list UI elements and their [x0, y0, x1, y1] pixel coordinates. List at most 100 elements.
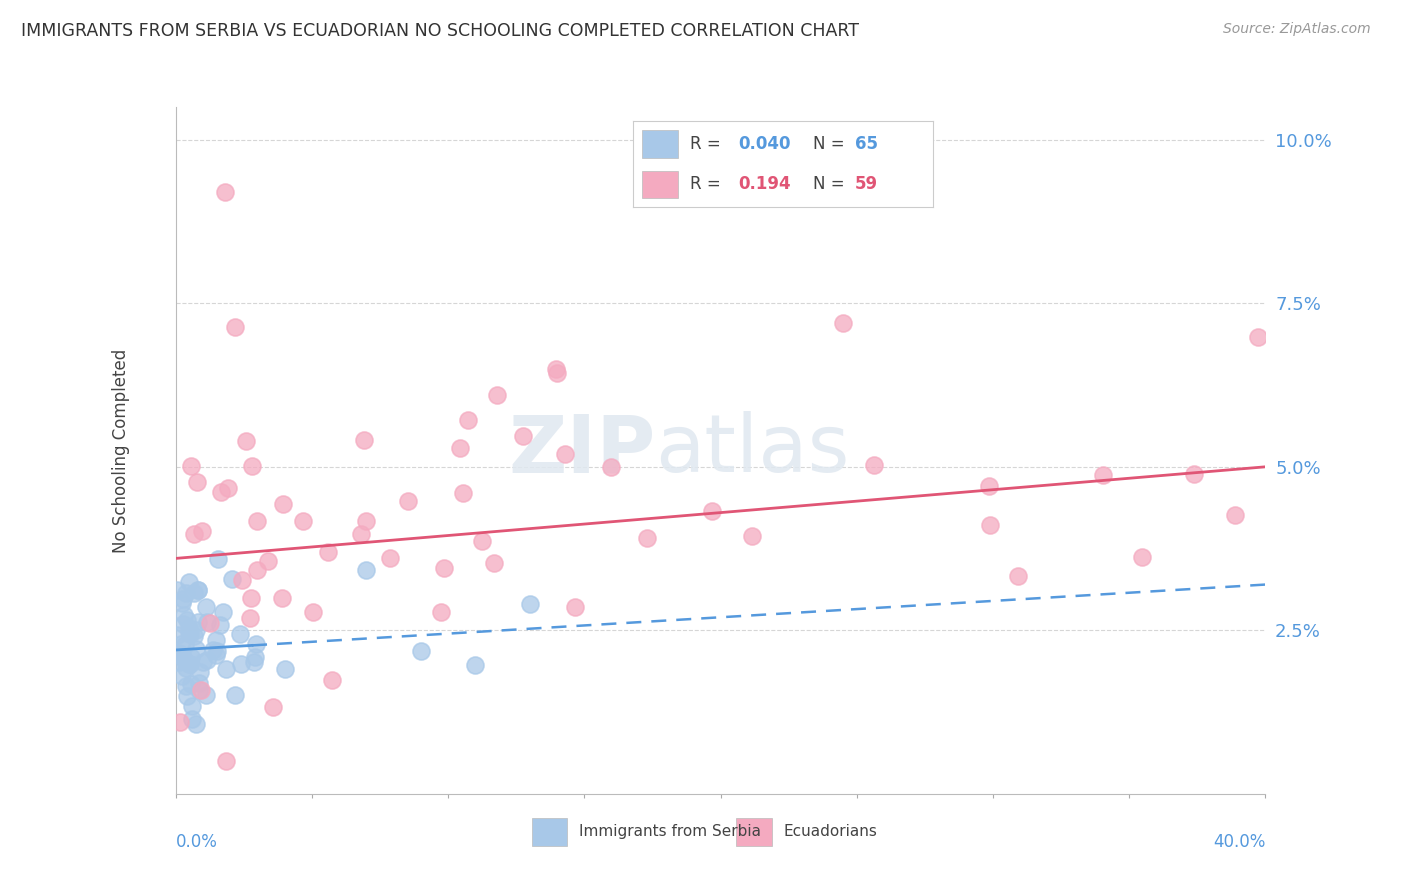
Point [179, 621, 201, 635]
Text: 65: 65 [855, 135, 879, 153]
Point [239, 591, 262, 605]
Point [1246, 329, 1268, 343]
Point [167, 655, 190, 669]
Point [246, 563, 269, 577]
Point [187, 582, 209, 597]
Point [207, 551, 229, 566]
Bar [643, 170, 678, 198]
Text: 40.0%: 40.0% [1213, 833, 1265, 851]
Point [188, 665, 211, 679]
Point [239, 611, 262, 625]
Point [176, 661, 198, 675]
Point [245, 637, 267, 651]
Point [179, 657, 201, 671]
Point [173, 608, 195, 623]
Text: IMMIGRANTS FROM SERBIA VS ECUADORIAN NO SCHOOLING COMPLETED CORRELATION CHART: IMMIGRANTS FROM SERBIA VS ECUADORIAN NO … [21, 22, 859, 40]
Point [195, 688, 218, 702]
Point [221, 572, 243, 586]
Point [170, 596, 193, 610]
Point [544, 362, 567, 376]
Point [211, 605, 233, 619]
Point [166, 647, 188, 661]
Point [167, 646, 190, 660]
Text: 0.194: 0.194 [738, 176, 792, 194]
Point [179, 626, 201, 640]
Point [187, 615, 209, 629]
Point [174, 679, 197, 693]
Point [1091, 468, 1114, 483]
Point [396, 494, 419, 508]
Point [977, 479, 1000, 493]
Point [170, 636, 193, 650]
Point [172, 591, 194, 606]
Point [292, 514, 315, 528]
Point [208, 618, 231, 632]
Point [235, 434, 257, 448]
Point [215, 662, 238, 676]
Point [979, 517, 1001, 532]
Point [183, 629, 205, 643]
Point [485, 388, 508, 402]
Text: 59: 59 [855, 176, 879, 194]
Point [451, 486, 474, 500]
Point [519, 597, 541, 611]
Point [257, 554, 280, 568]
Point [187, 582, 209, 597]
Text: Source: ZipAtlas.com: Source: ZipAtlas.com [1223, 22, 1371, 37]
Point [209, 484, 232, 499]
Text: R =: R = [690, 176, 731, 194]
Point [224, 319, 246, 334]
Point [174, 638, 197, 652]
Point [229, 657, 252, 671]
Point [215, 754, 238, 768]
Point [191, 524, 214, 538]
Point [188, 682, 211, 697]
Text: N =: N = [813, 176, 851, 194]
Point [430, 605, 453, 619]
Point [1130, 550, 1153, 565]
Point [564, 599, 586, 614]
Point [350, 527, 373, 541]
Point [1223, 508, 1246, 523]
Point [600, 460, 623, 475]
Point [184, 642, 207, 657]
Point [166, 628, 188, 642]
Point [214, 185, 236, 199]
Point [636, 531, 658, 545]
Point [174, 586, 197, 600]
Text: atlas: atlas [655, 411, 849, 490]
Point [186, 475, 208, 489]
Point [378, 550, 401, 565]
Point [702, 504, 724, 518]
Point [231, 573, 253, 587]
Point [433, 561, 456, 575]
Point [184, 623, 207, 637]
Point [205, 644, 228, 658]
Point [356, 563, 378, 577]
Point [180, 712, 202, 726]
Point [229, 627, 252, 641]
Point [471, 533, 494, 548]
Point [512, 429, 534, 443]
Point [179, 657, 201, 672]
Point [217, 481, 239, 495]
Text: 0.040: 0.040 [738, 135, 790, 153]
Point [180, 677, 202, 691]
Point [202, 643, 225, 657]
Point [353, 433, 375, 447]
Point [240, 458, 263, 473]
Point [321, 673, 343, 687]
Point [832, 316, 855, 330]
Point [191, 655, 214, 669]
Point [170, 669, 193, 683]
Bar [737, 818, 772, 846]
Point [409, 643, 432, 657]
Point [194, 599, 217, 614]
Point [172, 650, 194, 665]
Point [243, 655, 266, 669]
Point [862, 458, 884, 472]
Text: No Schooling Completed: No Schooling Completed [112, 349, 131, 552]
Point [180, 698, 202, 713]
Point [200, 615, 222, 630]
Point [457, 413, 479, 427]
